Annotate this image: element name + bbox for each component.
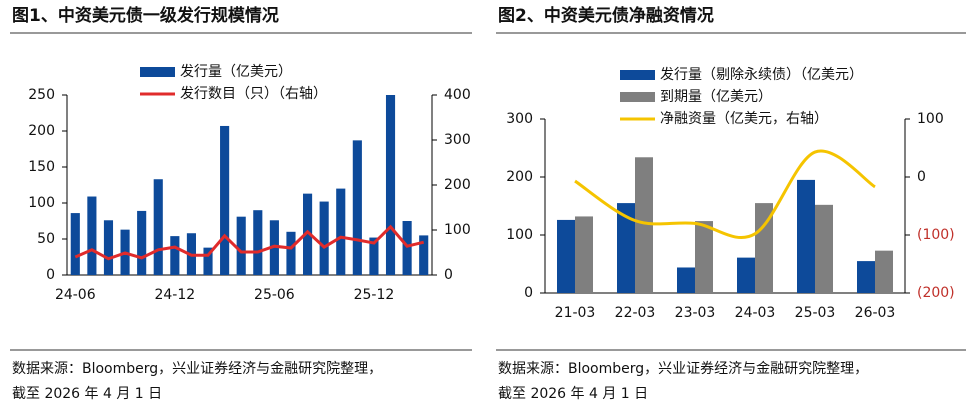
legend-label: 发行数目（只）（右轴） xyxy=(180,86,327,102)
bar xyxy=(755,203,773,293)
bar xyxy=(369,237,379,275)
chart-title: 图1、中资美元债一级发行规模情况 xyxy=(12,5,279,26)
y2-tick-label: 0 xyxy=(917,169,926,185)
x-tick-label: 24-06 xyxy=(55,287,96,303)
legend-label: 发行量（剔除永续债）（亿美元） xyxy=(660,66,863,83)
source-note: 数据来源：Bloomberg，兴业证券经济与金融研究院整理， xyxy=(12,361,382,377)
bar xyxy=(170,236,180,275)
x-tick-label: 24-12 xyxy=(154,287,195,303)
bar xyxy=(635,157,653,293)
legend-label: 到期量（亿美元） xyxy=(660,89,772,105)
x-tick-label: 21-03 xyxy=(555,305,596,321)
bar xyxy=(336,188,346,275)
legend-swatch xyxy=(140,67,175,77)
legend-swatch xyxy=(620,92,655,102)
y-tick-label: 50 xyxy=(37,231,55,247)
y-tick-label: 200 xyxy=(506,169,533,185)
y2-tick-label: 200 xyxy=(444,177,471,193)
x-tick-label: 25-03 xyxy=(795,305,836,321)
bar xyxy=(203,247,213,275)
x-tick-label: 22-03 xyxy=(615,305,656,321)
y2-tick-label: 100 xyxy=(917,111,944,127)
y2-tick-label: 0 xyxy=(444,267,453,283)
bar xyxy=(815,204,833,293)
bar xyxy=(402,221,412,275)
bar xyxy=(419,235,429,275)
x-tick-label: 26-03 xyxy=(855,305,896,321)
bar xyxy=(236,216,246,275)
bar xyxy=(875,250,893,293)
line-series xyxy=(574,149,876,240)
bar xyxy=(303,193,313,275)
x-tick-label: 24-03 xyxy=(735,305,776,321)
y2-tick-label: 300 xyxy=(444,132,471,148)
bar xyxy=(797,179,815,293)
bar xyxy=(617,203,635,293)
bar xyxy=(857,261,875,293)
y2-tick-label: (100) xyxy=(917,227,955,243)
bar xyxy=(253,210,263,275)
y-tick-label: 100 xyxy=(506,227,533,243)
legend-label: 发行量（亿美元） xyxy=(180,64,292,80)
legend-label: 净融资量（亿美元，右轴） xyxy=(660,111,828,127)
source-note: 截至 2026 年 4 月 1 日 xyxy=(498,386,648,402)
source-note: 数据来源：Bloomberg，兴业证券经济与金融研究院整理， xyxy=(498,361,868,377)
x-tick-label: 25-06 xyxy=(254,287,295,303)
bar xyxy=(103,220,114,275)
line-series xyxy=(74,224,425,261)
bar xyxy=(385,95,396,275)
y2-tick-label: 100 xyxy=(444,222,471,238)
y2-tick-label: (200) xyxy=(917,285,955,301)
bar xyxy=(286,231,296,275)
legend-swatch xyxy=(620,70,655,80)
y-tick-label: 200 xyxy=(28,123,55,139)
bar xyxy=(737,257,755,293)
bar xyxy=(695,221,713,293)
bar xyxy=(352,140,362,275)
bar xyxy=(319,201,329,275)
bar xyxy=(70,213,80,275)
x-tick-label: 23-03 xyxy=(675,305,716,321)
y2-tick-label: 400 xyxy=(444,87,471,103)
bar xyxy=(220,125,230,276)
y-tick-label: 250 xyxy=(28,87,55,103)
source-note: 截至 2026 年 4 月 1 日 xyxy=(12,386,162,402)
y-tick-label: 300 xyxy=(506,111,533,127)
bar xyxy=(87,196,97,275)
y-tick-label: 100 xyxy=(28,195,55,211)
bar xyxy=(575,216,593,293)
bar xyxy=(557,219,575,293)
y-tick-label: 0 xyxy=(524,285,533,301)
bar xyxy=(137,210,147,275)
bar xyxy=(153,179,163,275)
y-tick-label: 0 xyxy=(46,267,55,283)
x-tick-label: 25-12 xyxy=(354,287,395,303)
bar xyxy=(677,267,695,293)
y-tick-label: 150 xyxy=(28,159,55,175)
chart-title: 图2、中资美元债净融资情况 xyxy=(498,5,714,26)
